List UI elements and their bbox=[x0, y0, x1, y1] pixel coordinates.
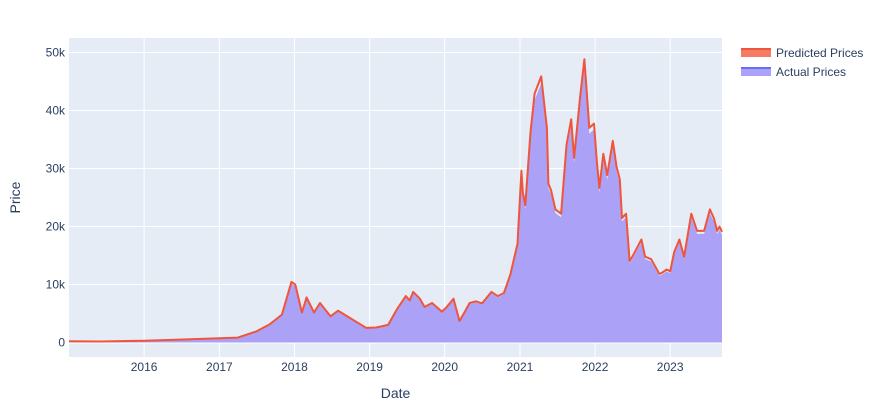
legend-swatch-predicted bbox=[741, 49, 771, 57]
y-tick-label-20k: 20k bbox=[46, 220, 66, 234]
x-tick-label-2018: 2018 bbox=[281, 360, 308, 374]
x-tick-label-2020: 2020 bbox=[431, 360, 458, 374]
y-axis-title: Price bbox=[7, 181, 23, 213]
legend-item-predicted-prices[interactable]: Predicted Prices bbox=[741, 46, 863, 60]
legend[interactable]: Predicted Prices Actual Prices bbox=[741, 46, 863, 79]
x-tick-label-2022: 2022 bbox=[582, 360, 609, 374]
y-axis-ticks: 0 10k 20k 30k 40k 50k bbox=[46, 46, 66, 350]
predicted-prices-line bbox=[68, 58, 723, 343]
x-tick-label-2017: 2017 bbox=[206, 360, 233, 374]
x-axis-ticks: 2016 2017 2018 2019 2020 2021 2022 2023 bbox=[131, 360, 684, 374]
legend-item-actual-prices[interactable]: Actual Prices bbox=[741, 65, 846, 79]
y-tick-label-50k: 50k bbox=[46, 46, 66, 60]
x-tick-label-2021: 2021 bbox=[507, 360, 534, 374]
legend-label-predicted: Predicted Prices bbox=[776, 46, 863, 60]
y-tick-label-30k: 30k bbox=[46, 162, 66, 176]
y-tick-label-0: 0 bbox=[58, 336, 65, 350]
x-axis-title: Date bbox=[381, 385, 411, 401]
y-tick-label-40k: 40k bbox=[46, 104, 66, 118]
y-tick-label-10k: 10k bbox=[46, 278, 66, 292]
x-tick-label-2023: 2023 bbox=[657, 360, 684, 374]
legend-swatch-actual bbox=[741, 68, 771, 76]
legend-label-actual: Actual Prices bbox=[776, 65, 846, 79]
x-tick-label-2019: 2019 bbox=[356, 360, 383, 374]
actual-prices-area bbox=[69, 66, 722, 343]
x-tick-label-2016: 2016 bbox=[131, 360, 158, 374]
